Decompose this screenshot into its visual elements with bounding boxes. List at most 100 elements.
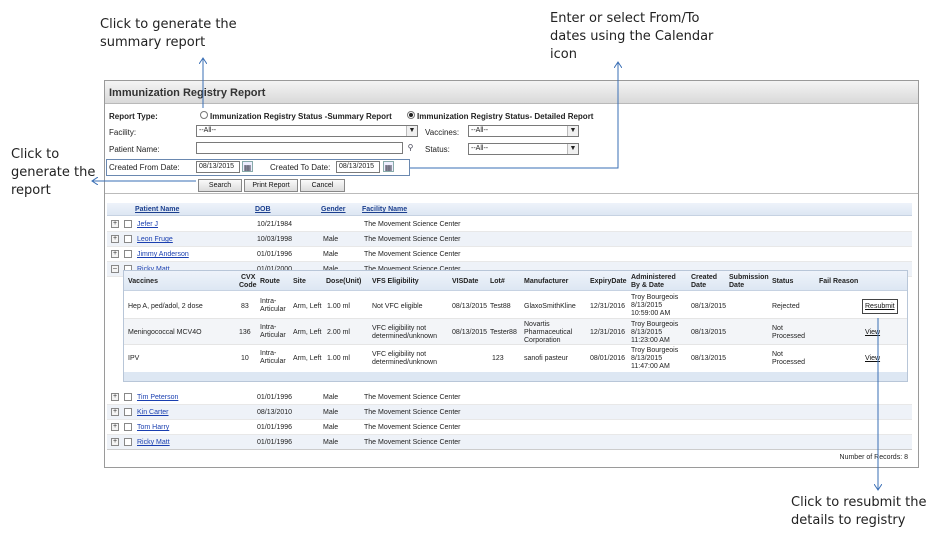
plus-icon[interactable]: +	[111, 408, 119, 416]
status-cell-2: Processed	[772, 359, 806, 366]
row-checkbox[interactable]	[124, 438, 132, 446]
gender-cell: Male	[323, 409, 339, 416]
route-cell-2: Articular	[260, 358, 286, 365]
dob-cell: 01/01/2000	[257, 266, 292, 273]
results-grid: Patient Name DOB Gender Facility Name + …	[105, 195, 918, 467]
vaccine-cell: IPV	[128, 355, 140, 362]
route-cell-2: Articular	[260, 332, 286, 339]
created-from-input[interactable]: 08/13/2015	[196, 161, 240, 173]
status-cell: Not	[772, 351, 783, 358]
summary-report-option[interactable]: Immunization Registry Status -Summary Re…	[210, 112, 392, 121]
calendar-icon[interactable]: ▦	[242, 161, 253, 172]
patient-link[interactable]: Tom Harry	[137, 424, 170, 431]
facility-cell: The Movement Science Center	[364, 251, 461, 258]
callout-summary-report: Click to generate the summary report	[100, 16, 237, 52]
col-created-date: Date	[691, 282, 707, 289]
callout-summary-line2: summary report	[100, 35, 206, 50]
detailed-report-radio[interactable]	[407, 111, 415, 119]
gender-cell: Male	[323, 424, 339, 431]
patient-link[interactable]: Jefer J	[137, 221, 159, 228]
dose-cell: 1.00 ml	[327, 303, 350, 310]
status-select-value: --All--	[471, 145, 489, 152]
patient-name-input[interactable]	[196, 142, 403, 154]
vaccines-select[interactable]: --All-- ▼	[468, 125, 579, 137]
col-submission-date: Date	[729, 282, 745, 289]
gender-cell: Male	[323, 236, 339, 243]
minus-icon[interactable]: –	[111, 265, 119, 273]
row-checkbox[interactable]	[124, 250, 132, 258]
row-checkbox[interactable]	[124, 393, 132, 401]
row-checkbox[interactable]	[124, 423, 132, 431]
status-select[interactable]: --All-- ▼	[468, 143, 579, 155]
visdate-cell: 08/13/2015	[452, 303, 488, 310]
vaccines-label: Vaccines:	[425, 128, 460, 137]
row-checkbox[interactable]	[124, 408, 132, 416]
vfs-cell: VFC eligibility not	[372, 325, 427, 332]
plus-icon[interactable]: +	[111, 393, 119, 401]
report-type-label: Report Type:	[109, 112, 158, 121]
facility-cell: The Movement Science Center	[364, 439, 461, 446]
administered-cell: Troy Bourgeois	[631, 347, 679, 354]
plus-icon[interactable]: +	[111, 220, 119, 228]
dob-cell: 08/13/2010	[257, 409, 293, 416]
created-to-input[interactable]: 08/13/2015	[336, 161, 380, 173]
lot-cell: Test88	[490, 303, 511, 310]
plus-icon[interactable]: +	[111, 423, 119, 431]
administered-time: 11:47:00 AM	[631, 363, 670, 370]
facility-select[interactable]: --All-- ▼	[196, 125, 418, 137]
callout-generate-line2: generate the	[11, 165, 96, 180]
table-row: + Tom Harry 01/01/1996 Male The Movement…	[107, 420, 912, 435]
detail-header: Vaccines CVX Code Route Site Dose(Unit) …	[124, 271, 907, 291]
col-dob[interactable]: DOB	[255, 206, 271, 213]
col-gender[interactable]: Gender	[321, 206, 346, 213]
created-to-label: Created To Date:	[270, 163, 331, 172]
detail-footer	[124, 372, 907, 381]
cvx-cell: 136	[239, 329, 251, 336]
row-checkbox[interactable]	[124, 220, 132, 228]
status-cell: Not	[772, 325, 783, 332]
callout-dates-line1: Enter or select From/To	[550, 11, 700, 26]
gender-cell: Male	[323, 266, 338, 273]
detailed-report-option[interactable]: Immunization Registry Status- Detailed R…	[417, 112, 594, 121]
date-range-highlight	[106, 159, 410, 176]
search-button[interactable]: Search	[198, 179, 242, 192]
patient-link[interactable]: Leon Fruge	[137, 236, 173, 243]
callout-dates-line2: dates using the Calendar	[550, 29, 714, 44]
print-report-button[interactable]: Print Report	[244, 179, 298, 192]
patient-link[interactable]: Ricky Matt	[137, 266, 170, 273]
plus-icon[interactable]: +	[111, 250, 119, 258]
expiry-cell: 12/31/2016	[590, 303, 626, 310]
site-cell: Arm, Left	[293, 303, 322, 310]
cancel-button[interactable]: Cancel	[300, 179, 345, 192]
callout-generate-line1: Click to	[11, 147, 60, 162]
plus-icon[interactable]: +	[111, 235, 119, 243]
dob-cell: 01/01/1996	[257, 424, 293, 431]
col-status: Status	[772, 278, 794, 285]
callout-resubmit: Click to resubmit the details to registr…	[791, 494, 926, 530]
manufacturer-cell: sanofi pasteur	[524, 355, 568, 362]
plus-icon[interactable]: +	[111, 438, 119, 446]
patient-link[interactable]: Jimmy Anderson	[137, 251, 189, 258]
administered-time: 11:23:00 AM	[631, 337, 670, 344]
table-row: + Tim Peterson 01/01/1996 Male The Movem…	[107, 390, 912, 405]
created-from-label: Created From Date:	[109, 163, 180, 172]
patient-link[interactable]: Tim Peterson	[137, 394, 179, 401]
vfs-cell-2: determined/unknown	[372, 359, 437, 366]
search-icon[interactable]: ⚲	[407, 143, 414, 152]
resubmit-link[interactable]: Resubmit	[862, 299, 898, 314]
lot-cell: Tester88	[490, 329, 517, 336]
col-patient-name[interactable]: Patient Name	[135, 206, 180, 213]
patient-link[interactable]: Kin Carter	[137, 409, 169, 416]
status-cell-2: Processed	[772, 333, 806, 340]
created-cell: 08/13/2015	[691, 303, 727, 310]
calendar-icon[interactable]: ▦	[383, 161, 394, 172]
row-checkbox[interactable]	[124, 235, 132, 243]
facility-cell: The Movement Science Center	[364, 266, 461, 273]
view-link[interactable]: View	[865, 355, 881, 362]
view-link[interactable]: View	[865, 329, 881, 336]
col-facility-name[interactable]: Facility Name	[362, 206, 408, 213]
patient-link[interactable]: Ricky Matt	[137, 439, 170, 446]
col-site: Site	[293, 278, 306, 285]
dose-cell: 2.00 ml	[327, 329, 350, 336]
summary-report-radio[interactable]	[200, 111, 208, 119]
